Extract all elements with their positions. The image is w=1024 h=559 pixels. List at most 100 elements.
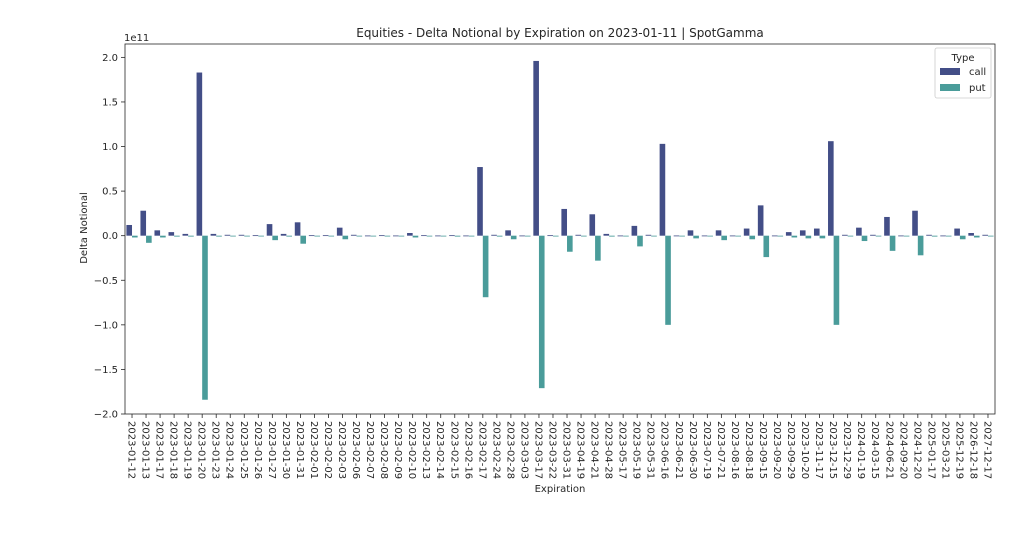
x-tick-label: 2023-02-16 bbox=[462, 421, 473, 479]
legend-title: Type bbox=[951, 53, 975, 64]
bar-put-2023-01-12 bbox=[132, 235, 138, 238]
bar-put-2023-05-17 bbox=[623, 235, 629, 237]
bar-call-2023-03-31 bbox=[561, 208, 568, 236]
bar-call-2023-10-20 bbox=[799, 230, 806, 236]
bar-put-2023-01-17 bbox=[160, 235, 166, 238]
bar-call-2023-04-21 bbox=[589, 214, 596, 236]
bar-call-2023-01-13 bbox=[140, 210, 147, 236]
bar-put-2026-12-18 bbox=[973, 235, 980, 238]
bar-put-2023-02-06 bbox=[356, 235, 363, 237]
x-tick-label: 2023-03-17 bbox=[532, 421, 543, 479]
bar-put-2023-02-01 bbox=[314, 235, 321, 237]
x-tick-label: 2023-02-24 bbox=[490, 421, 501, 479]
bar-call-2023-01-25 bbox=[238, 234, 245, 236]
bar-put-2023-02-24 bbox=[496, 235, 503, 237]
x-tick-label: 2023-03-22 bbox=[546, 421, 557, 479]
bar-call-2023-02-03 bbox=[336, 227, 343, 236]
y-axis-label: Delta Notional bbox=[79, 192, 90, 264]
bar-put-2023-03-03 bbox=[524, 235, 531, 237]
x-axis: 2023-01-12 2023-01-13 2023-01-17 2023-01-18… bbox=[126, 414, 992, 479]
x-tick-label: 2023-01-18 bbox=[168, 421, 179, 479]
x-tick-label: 2023-09-15 bbox=[757, 421, 768, 479]
bar-put-2023-01-13 bbox=[146, 235, 152, 243]
bar-call-2023-02-08 bbox=[378, 235, 385, 237]
bar-put-2023-07-19 bbox=[707, 235, 713, 237]
x-tick-label: 2023-02-08 bbox=[378, 421, 389, 479]
bar-call-2023-06-16 bbox=[659, 143, 666, 236]
x-tick-label: 2023-01-25 bbox=[238, 421, 249, 479]
y-tick-label: 2.0 bbox=[102, 53, 118, 64]
x-tick-label: 2023-02-10 bbox=[406, 421, 417, 479]
x-tick-label: 2026-12-18 bbox=[967, 421, 978, 479]
bar-put-2023-06-16 bbox=[665, 235, 671, 325]
bar-put-2023-08-18 bbox=[749, 235, 756, 240]
y-tick-label: 1.0 bbox=[102, 142, 118, 153]
chart-title: Equities - Delta Notional by Expiration … bbox=[356, 26, 764, 40]
x-tick-label: 2023-03-03 bbox=[518, 421, 529, 479]
bar-put-2027-12-17 bbox=[987, 235, 994, 237]
y-tick-label: −1.0 bbox=[94, 320, 118, 331]
bar-call-2023-01-31 bbox=[294, 222, 301, 236]
x-tick-label: 2023-02-01 bbox=[308, 421, 319, 479]
bar-put-2023-01-20 bbox=[202, 235, 208, 400]
bar-put-2023-05-31 bbox=[651, 235, 657, 237]
bar-put-2023-07-21 bbox=[721, 235, 727, 241]
bar-put-2025-12-19 bbox=[959, 235, 966, 240]
x-tick-label: 2023-06-16 bbox=[659, 421, 670, 479]
bar-call-2023-03-22 bbox=[547, 235, 553, 237]
bar-put-2023-01-27 bbox=[272, 235, 278, 241]
bar-call-2023-01-18 bbox=[168, 232, 175, 236]
bar-call-2023-02-17 bbox=[477, 167, 483, 236]
bar-call-2023-05-17 bbox=[617, 235, 624, 237]
bar-call-2024-03-15 bbox=[870, 234, 876, 236]
bar-put-2023-06-21 bbox=[679, 235, 685, 237]
bar-call-2023-01-20 bbox=[196, 72, 203, 236]
bar-call-2023-01-23 bbox=[210, 233, 217, 236]
bar-put-2023-04-21 bbox=[595, 235, 601, 261]
y-tick-label: 0.5 bbox=[102, 187, 118, 198]
legend: Type call put bbox=[934, 47, 992, 99]
bar-put-2023-02-28 bbox=[510, 235, 517, 240]
bar-put-2023-02-03 bbox=[342, 235, 349, 240]
y-tick-label: 0.0 bbox=[102, 231, 118, 242]
x-tick-label: 2025-01-17 bbox=[925, 421, 936, 479]
x-tick-label: 2023-02-13 bbox=[420, 421, 431, 479]
bar-call-2023-01-24 bbox=[224, 234, 231, 236]
bar-call-2023-11-17 bbox=[813, 228, 820, 236]
bar-put-2023-09-20 bbox=[777, 235, 784, 237]
x-tick-label: 2024-01-19 bbox=[855, 421, 866, 479]
bar-call-2023-01-17 bbox=[154, 230, 161, 236]
bar-call-2023-02-02 bbox=[322, 235, 329, 237]
x-tick-label: 2023-04-19 bbox=[575, 421, 586, 479]
bar-put-2023-02-02 bbox=[328, 235, 335, 237]
x-tick-label: 2025-12-19 bbox=[953, 421, 964, 479]
x-tick-label: 2023-02-14 bbox=[434, 421, 445, 479]
bar-put-2025-01-17 bbox=[931, 235, 938, 237]
bar-call-2023-03-03 bbox=[519, 235, 525, 237]
x-tick-label: 2023-05-17 bbox=[617, 421, 628, 479]
bar-put-2023-09-15 bbox=[763, 235, 770, 258]
x-tick-label: 2023-11-17 bbox=[813, 421, 824, 479]
x-tick-label: 2023-02-28 bbox=[504, 421, 515, 479]
bar-call-2023-02-06 bbox=[350, 234, 357, 236]
bar-put-2023-02-09 bbox=[398, 235, 405, 237]
y-tick-label: 1.5 bbox=[102, 97, 118, 108]
bar-call-2023-02-10 bbox=[407, 233, 413, 236]
bar-put-2023-02-07 bbox=[370, 235, 377, 237]
bar-call-2024-06-21 bbox=[884, 216, 890, 236]
bar-call-2023-08-18 bbox=[743, 228, 750, 236]
bar-put-2023-03-22 bbox=[552, 235, 559, 237]
x-tick-label: 2024-12-20 bbox=[911, 421, 922, 479]
bar-call-2023-12-29 bbox=[842, 234, 848, 236]
x-tick-label: 2023-08-18 bbox=[743, 421, 754, 479]
x-tick-label: 2024-06-21 bbox=[883, 421, 894, 479]
bar-call-2023-05-19 bbox=[631, 225, 638, 236]
x-tick-label: 2023-01-23 bbox=[210, 421, 221, 479]
bar-call-2023-02-15 bbox=[449, 235, 455, 237]
x-tick-label: 2023-09-20 bbox=[771, 421, 782, 479]
x-tick-label: 2023-06-21 bbox=[673, 421, 684, 479]
bar-put-2024-12-20 bbox=[917, 235, 924, 256]
bar-put-2023-03-31 bbox=[567, 235, 573, 252]
bar-put-2023-01-24 bbox=[230, 235, 236, 237]
